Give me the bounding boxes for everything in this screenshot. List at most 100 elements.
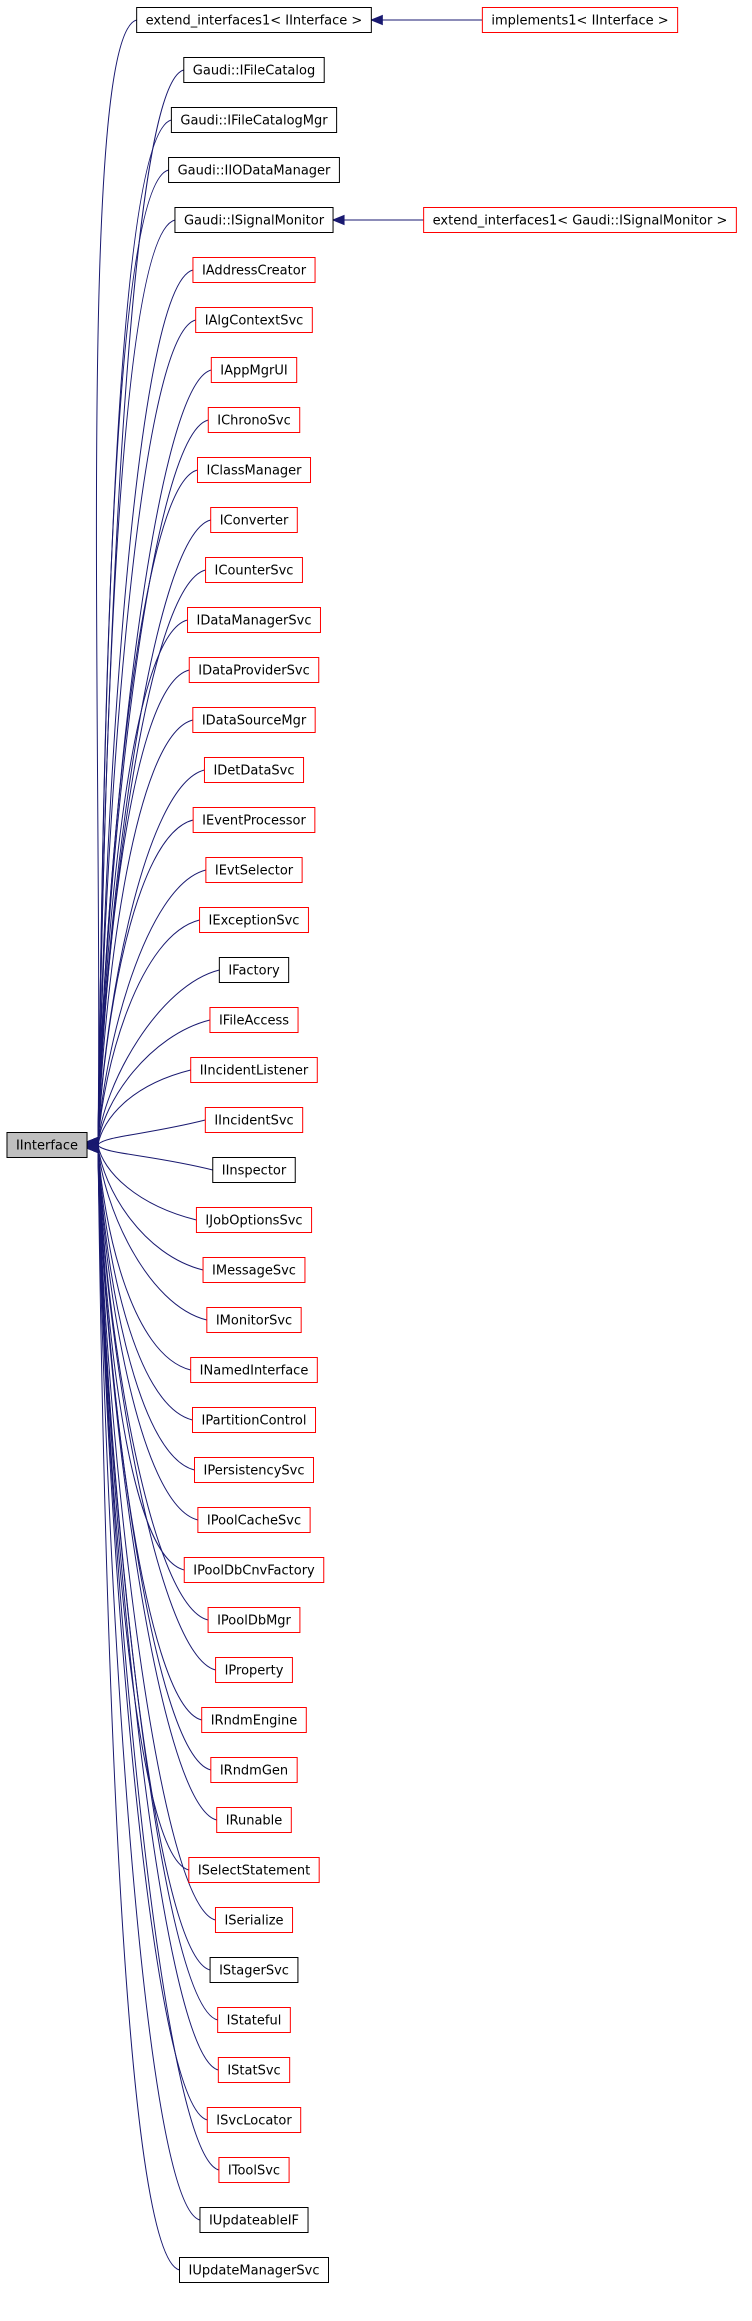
inheritance-edge — [97, 1147, 201, 2221]
class-node: IUpdateableIF — [199, 2207, 309, 2233]
node-label: IClassManager — [206, 464, 302, 479]
class-node: IRndmEngine — [201, 1707, 307, 1733]
node-box — [188, 657, 320, 683]
class-node: IPartitionControl — [191, 1407, 317, 1433]
node-box — [217, 2057, 291, 2083]
node-label: extend_interfaces1< Gaudi::ISignalMonito… — [433, 214, 728, 229]
node-box — [183, 1557, 325, 1583]
node-box — [196, 457, 312, 483]
inheritance-edge — [97, 169, 169, 1143]
inheritance-edge — [97, 1145, 197, 1221]
class-node: IIncidentListener — [190, 1057, 318, 1083]
class-node: IEventProcessor — [192, 807, 316, 833]
derived-node: implements1< IInterface > — [481, 7, 679, 33]
inheritance-edge — [97, 1147, 219, 2071]
node-label: IMessageSvc — [212, 1264, 296, 1279]
node-box — [209, 1957, 299, 1983]
class-node: Gaudi::IFileCatalog — [183, 57, 325, 83]
arrow-head — [331, 214, 345, 226]
node-label: IProperty — [225, 1664, 284, 1679]
node-box — [195, 1207, 313, 1233]
node-box — [191, 1407, 317, 1433]
node-label: IIncidentSvc — [214, 1114, 293, 1129]
class-node: IPoolDbMgr — [207, 1607, 301, 1633]
node-box — [206, 2107, 302, 2133]
node-label: Gaudi::IFileCatalog — [193, 64, 315, 79]
node-box — [192, 807, 316, 833]
class-node: IStatSvc — [217, 2057, 291, 2083]
inheritance-edge — [97, 719, 193, 1143]
node-label: IEventProcessor — [202, 814, 306, 829]
node-label: IMonitorSvc — [216, 1314, 292, 1329]
node-box — [6, 1132, 88, 1158]
node-box — [203, 757, 305, 783]
inheritance-edge — [97, 1147, 195, 1471]
node-label: IJobOptionsSvc — [205, 1214, 302, 1229]
class-node: IJobOptionsSvc — [195, 1207, 313, 1233]
node-label: IAlgContextSvc — [205, 314, 304, 329]
node-label: ISerialize — [224, 1914, 283, 1929]
node-box — [217, 2007, 291, 2033]
node-label: IPersistencySvc — [204, 1464, 305, 1479]
node-box — [205, 857, 303, 883]
node-box — [214, 1907, 294, 1933]
inheritance-edge — [97, 669, 190, 1143]
node-box — [218, 2157, 290, 2183]
node-box — [218, 957, 290, 983]
node-box — [199, 907, 309, 933]
node-label: IRndmEngine — [211, 1714, 298, 1729]
node-box — [204, 1107, 304, 1133]
edges — [85, 14, 483, 2271]
node-box — [207, 407, 301, 433]
node-box — [187, 607, 321, 633]
class-node: IPoolCacheSvc — [197, 1507, 311, 1533]
inheritance-edge — [97, 819, 194, 1143]
node-box — [201, 1707, 307, 1733]
node-label: IStateful — [227, 2014, 282, 2029]
node-label: IChronoSvc — [217, 414, 290, 429]
node-label: IUpdateManagerSvc — [189, 2264, 320, 2279]
node-label: ISvcLocator — [216, 2114, 292, 2129]
inheritance-edge — [97, 1119, 206, 1146]
node-label: implements1< IInterface > — [491, 14, 668, 29]
node-label: IConverter — [220, 514, 289, 529]
class-node: IEvtSelector — [205, 857, 303, 883]
node-label: IInspector — [222, 1164, 287, 1179]
node-label: Gaudi::IFileCatalogMgr — [180, 114, 328, 129]
node-label: IEvtSelector — [215, 864, 294, 879]
node-label: ISelectStatement — [198, 1864, 310, 1879]
inheritance-edge — [97, 469, 198, 1143]
inheritance-edge — [97, 1147, 202, 1721]
inheritance-edge — [97, 919, 200, 1144]
node-label: IPartitionControl — [201, 1414, 306, 1429]
node-box — [197, 1507, 311, 1533]
node-label: IInterface — [16, 1139, 78, 1154]
node-label: IDataSourceMgr — [202, 714, 307, 729]
class-node: IDataProviderSvc — [188, 657, 320, 683]
node-label: IExceptionSvc — [209, 914, 300, 929]
class-node: IStateful — [217, 2007, 291, 2033]
node-label: IAddressCreator — [202, 264, 307, 279]
node-label: IDataManagerSvc — [197, 614, 312, 629]
class-node: ICounterSvc — [205, 557, 303, 583]
root-node: IInterface — [6, 1132, 88, 1158]
node-label: IStagerSvc — [219, 1964, 289, 1979]
arrow-head — [370, 14, 383, 26]
inheritance-edge — [97, 1147, 216, 1921]
class-node: IDataSourceMgr — [192, 707, 316, 733]
node-box — [199, 2207, 309, 2233]
class-node: Gaudi::IIODataManager — [168, 157, 340, 183]
class-node: IDetDataSvc — [203, 757, 305, 783]
class-node: IMessageSvc — [202, 1257, 306, 1283]
node-label: IPoolCacheSvc — [207, 1514, 301, 1529]
node-box — [188, 1857, 320, 1883]
class-node: IConverter — [210, 507, 298, 533]
node-box — [190, 1357, 318, 1383]
node-label: IStatSvc — [227, 2064, 280, 2079]
node-label: IAppMgrUI — [220, 364, 287, 379]
class-node: IClassManager — [196, 457, 312, 483]
node-box — [423, 207, 737, 233]
class-node: IToolSvc — [218, 2157, 290, 2183]
inheritance-edge — [97, 1147, 198, 1521]
inheritance-edge — [97, 1019, 211, 1145]
